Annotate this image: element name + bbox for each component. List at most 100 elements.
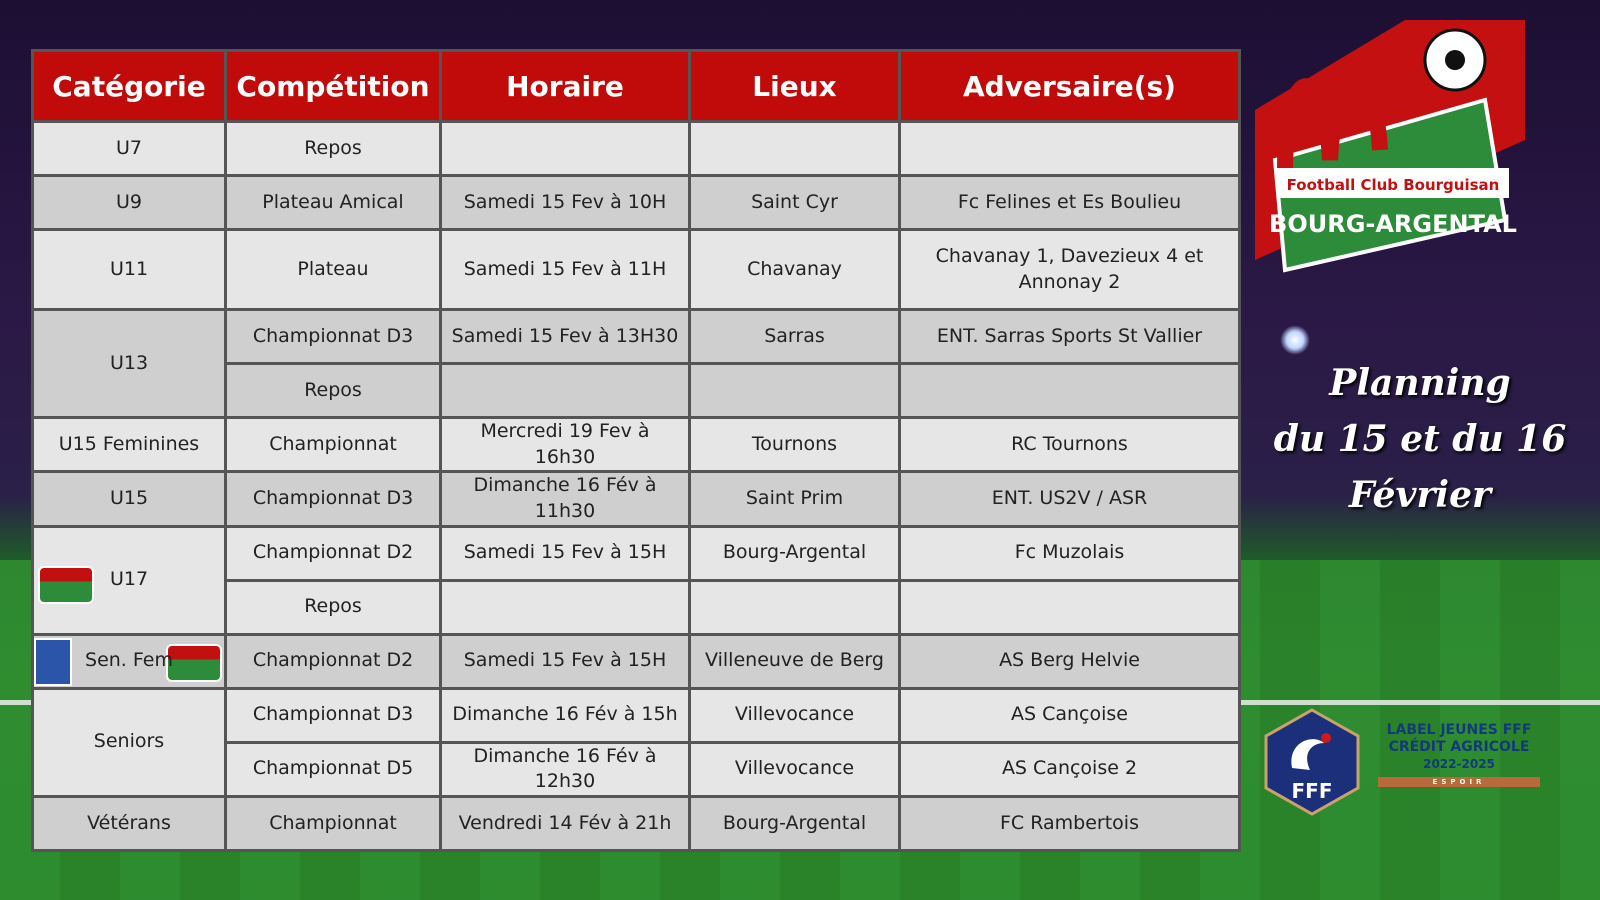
label-years: 2022-2025 bbox=[1423, 757, 1495, 771]
opponent-text: Chavanay 1, Davezieux 4 et Annonay 2 bbox=[935, 244, 1204, 293]
cell-place bbox=[688, 362, 901, 419]
place-text: Tournons bbox=[751, 432, 838, 455]
cell-place bbox=[688, 120, 901, 177]
cell-time: Dimanche 16 Fév à 15h bbox=[439, 686, 691, 744]
cell-place bbox=[688, 578, 901, 636]
cell-opponent: Fc Felines et Es Boulieu bbox=[898, 174, 1241, 231]
category-text: Sen. Fem bbox=[85, 649, 173, 672]
place-text: Saint Cyr bbox=[751, 190, 838, 213]
opponent-text: AS Cançoise bbox=[1011, 703, 1128, 726]
category-text: U15 bbox=[109, 487, 149, 510]
cell-opponent: RC Tournons bbox=[898, 415, 1241, 474]
category-text: U7 bbox=[116, 136, 142, 159]
opponent-text: AS Berg Helvie bbox=[999, 649, 1140, 672]
category-text: U15 Feminines bbox=[58, 432, 200, 455]
time-text: Samedi 15 Fev à 11H bbox=[463, 257, 667, 280]
table-row: Championnat D5 Dimanche 16 Fév à 12h30 Vil… bbox=[33, 740, 1241, 798]
category-text: Seniors bbox=[93, 730, 165, 753]
cell-time bbox=[439, 120, 691, 177]
cell-competition: Repos bbox=[224, 578, 442, 636]
cell-category: U15 bbox=[31, 470, 227, 528]
cell-place: Bourg-Argental bbox=[688, 524, 901, 582]
competition-text: Plateau Amical bbox=[262, 190, 404, 213]
club-mini-logo bbox=[38, 565, 94, 604]
category-text: Vétérans bbox=[87, 811, 171, 834]
place-text: Villeneuve de Berg bbox=[705, 649, 884, 672]
cell-opponent: AS Cançoise bbox=[898, 686, 1241, 744]
cell-category: Sen. Fem bbox=[31, 632, 227, 690]
table-row: U13 Championnat D3 Samedi 15 Fev à 13H30 Sa… bbox=[31, 308, 1241, 419]
competition-text: Championnat D3 bbox=[252, 324, 414, 347]
cell-category: U13 bbox=[31, 308, 227, 419]
place-text: Chavanay bbox=[747, 257, 842, 280]
club-mini-logo bbox=[166, 643, 222, 682]
competition-text: Repos bbox=[304, 595, 362, 618]
opponent-text: Fc Muzolais bbox=[1014, 541, 1125, 564]
label-level: ESPOIR bbox=[1378, 777, 1540, 787]
competition-text: Championnat bbox=[269, 811, 397, 834]
cell-competition: Repos bbox=[224, 120, 442, 177]
cell-opponent bbox=[898, 578, 1241, 636]
header-time: Horaire bbox=[439, 49, 691, 123]
competition-text: Repos bbox=[304, 378, 362, 401]
planning-title: Planning du 15 et du 16 Février bbox=[1270, 355, 1570, 523]
cell-opponent: AS Cançoise 2 bbox=[898, 740, 1241, 798]
svg-text:FFF: FFF bbox=[1292, 779, 1333, 803]
header-category: Catégorie bbox=[31, 49, 227, 123]
cell-place: Sarras bbox=[688, 308, 901, 365]
cell-competition: Plateau Amical bbox=[224, 174, 442, 231]
cell-place: Chavanay bbox=[688, 228, 901, 311]
table-row: Sen. Fem Championnat D2 Samedi 15 Fev à 15… bbox=[31, 632, 1241, 690]
club-logo: Football Club Bourguisan BOURG-ARGENTAL bbox=[1255, 20, 1525, 273]
time-text: Dimanche 16 Fév à 15h bbox=[452, 703, 678, 726]
table-row: U9 Plateau Amical Samedi 15 Fev à 10H Saint… bbox=[31, 174, 1241, 231]
cell-time: Samedi 15 Fev à 15H bbox=[439, 524, 691, 582]
cell-place: Villeneuve de Berg bbox=[688, 632, 901, 690]
cell-opponent: ENT. Sarras Sports St Vallier bbox=[898, 308, 1241, 365]
cell-time: Dimanche 16 Fév à 12h30 bbox=[439, 740, 691, 798]
competition-text: Championnat bbox=[269, 432, 397, 455]
place-text: Villevocance bbox=[734, 757, 855, 780]
opponent-text: ENT. Sarras Sports St Vallier bbox=[936, 324, 1203, 347]
table-row: Vétérans Championnat Vendredi 14 Fév à 21h… bbox=[31, 794, 1241, 852]
cell-time: Samedi 15 Fev à 13H30 bbox=[439, 308, 691, 365]
cell-opponent: FC Rambertois bbox=[898, 794, 1241, 852]
time-text: Mercredi 19 Fev à 16h30 bbox=[480, 420, 650, 468]
cell-competition: Plateau bbox=[224, 228, 442, 311]
cell-competition: Championnat bbox=[224, 794, 442, 852]
category-text: U9 bbox=[116, 190, 142, 213]
competition-text: Championnat D3 bbox=[252, 487, 414, 510]
label-jeunes: LABEL JEUNES FFF CRÉDIT AGRICOLE 2022-20… bbox=[1378, 722, 1540, 787]
time-text: Dimanche 16 Fév à 11h30 bbox=[473, 474, 657, 522]
cell-time: Vendredi 14 Fév à 21h bbox=[439, 794, 691, 852]
header-competition: Compétition bbox=[224, 49, 442, 123]
cell-opponent bbox=[898, 362, 1241, 419]
competition-text: Repos bbox=[304, 136, 362, 159]
floodlight bbox=[1280, 325, 1310, 355]
competition-text: Championnat D3 bbox=[252, 703, 414, 726]
svg-text:BOURG-ARGENTAL: BOURG-ARGENTAL bbox=[1269, 210, 1517, 238]
cell-competition: Championnat D5 bbox=[224, 740, 442, 798]
cell-category: U9 bbox=[31, 174, 227, 231]
so-pirailllon-logo bbox=[34, 637, 72, 686]
cell-opponent: Chavanay 1, Davezieux 4 et Annonay 2 bbox=[898, 228, 1241, 311]
cell-place: Villevocance bbox=[688, 686, 901, 744]
cell-time bbox=[439, 578, 691, 636]
cell-time: Samedi 15 Fev à 15H bbox=[439, 632, 691, 690]
category-text: U17 bbox=[109, 568, 149, 591]
cell-competition: Championnat D2 bbox=[224, 524, 442, 582]
time-text: Vendredi 14 Fév à 21h bbox=[458, 811, 672, 834]
cell-opponent bbox=[898, 120, 1241, 177]
cell-competition: Championnat D3 bbox=[224, 470, 442, 528]
cell-category: Vétérans bbox=[31, 794, 227, 852]
cell-competition: Repos bbox=[224, 362, 442, 419]
fff-logo: FFF bbox=[1264, 708, 1360, 816]
label-line-2: CRÉDIT AGRICOLE bbox=[1388, 739, 1530, 755]
table-row: U15 Championnat D3 Dimanche 16 Fév à 11h30… bbox=[31, 470, 1241, 528]
time-text: Samedi 15 Fev à 13H30 bbox=[451, 324, 679, 347]
cell-place: Villevocance bbox=[688, 740, 901, 798]
cell-time bbox=[439, 362, 691, 419]
place-text: Sarras bbox=[764, 324, 825, 347]
svg-text:Football Club Bourguisan: Football Club Bourguisan bbox=[1287, 176, 1500, 194]
opponent-text: RC Tournons bbox=[1011, 432, 1128, 455]
